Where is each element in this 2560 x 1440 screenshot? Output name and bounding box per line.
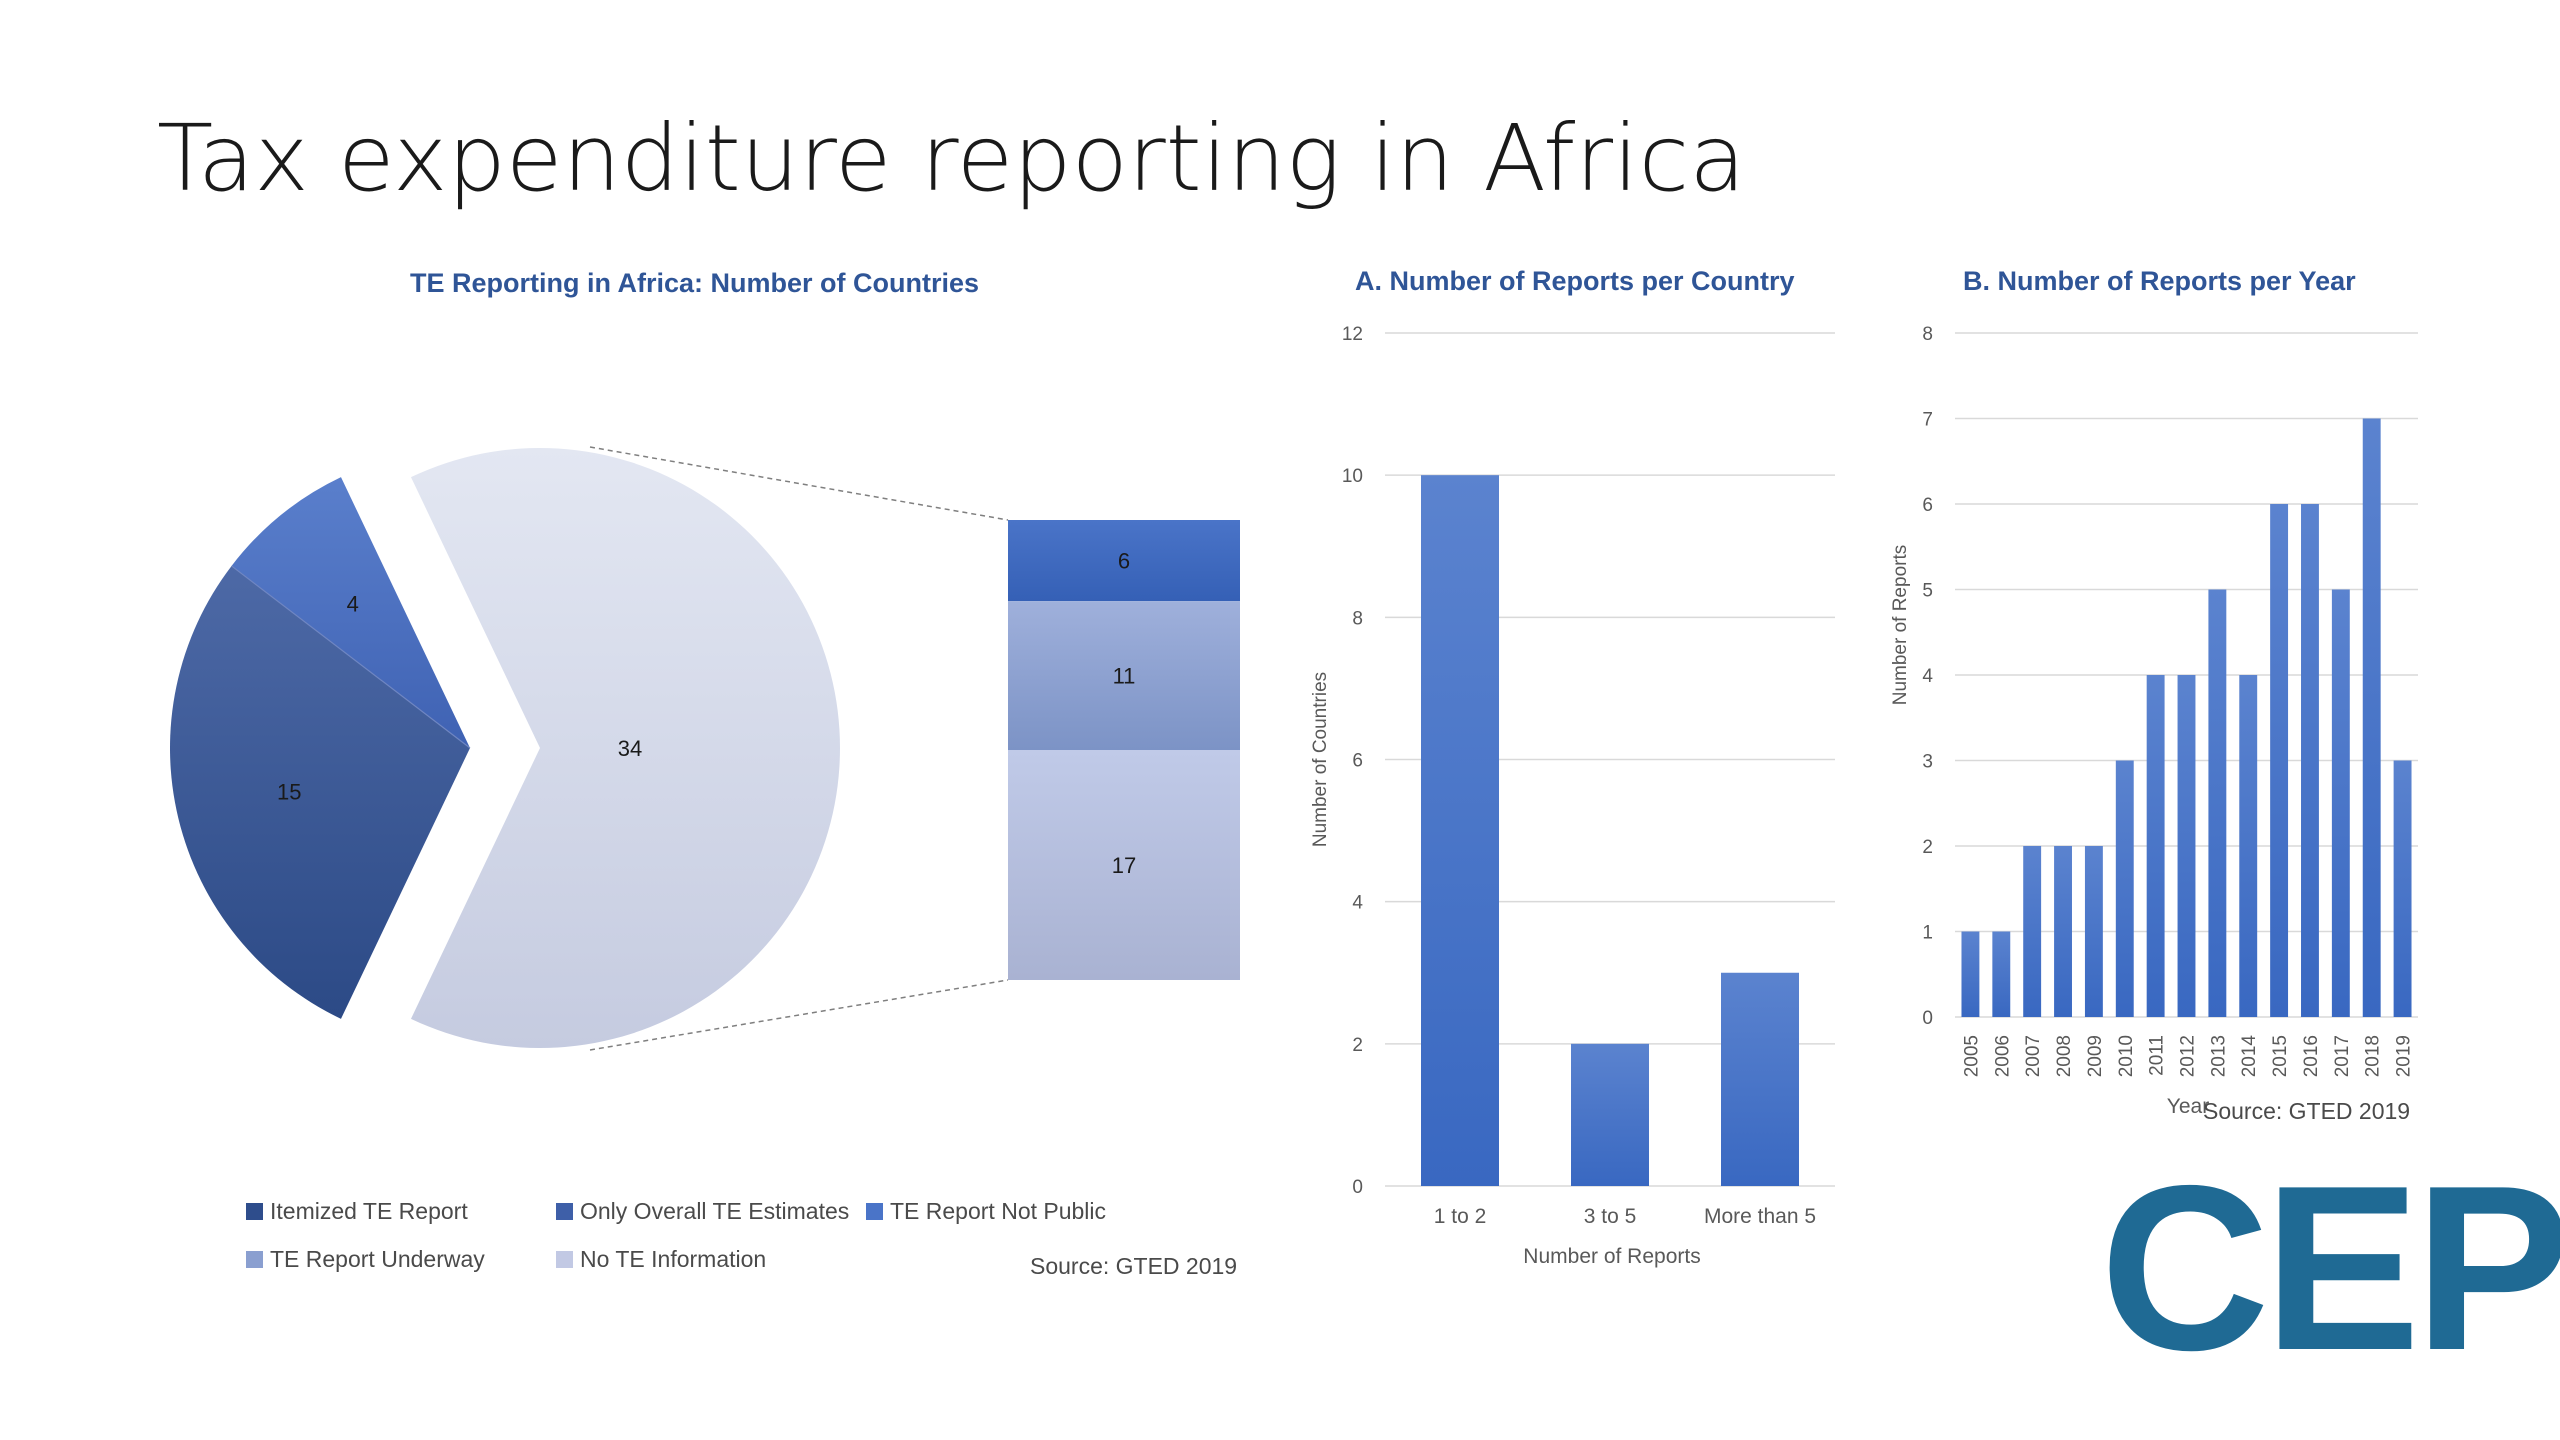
y-axis-title: Number of Countries	[1310, 672, 1331, 847]
y-tick-label: 2	[1922, 837, 1933, 858]
x-tick-label: 2009	[2085, 1035, 2106, 1077]
legend-item-itemized: Itemized TE Report	[246, 1198, 468, 1225]
legend-swatch	[556, 1251, 573, 1268]
x-tick-label: 2006	[1992, 1035, 2013, 1077]
pie-slice-value-label: 15	[277, 780, 301, 805]
x-tick-label: 2011	[2147, 1035, 2168, 1076]
legend-swatch	[556, 1203, 573, 1220]
bar-2005	[1961, 931, 1980, 1017]
bar-2013	[2208, 589, 2227, 1017]
breakdown-value-label: 17	[1112, 853, 1136, 878]
breakdown-value-label: 6	[1118, 549, 1130, 574]
x-axis-title: Number of Reports	[1523, 1245, 1700, 1268]
legend-item-underway: TE Report Underway	[246, 1246, 485, 1273]
x-tick-label: 2019	[2394, 1035, 2415, 1077]
legend-swatch	[866, 1203, 883, 1220]
bar-1-to-2	[1421, 475, 1499, 1187]
legend-label: Itemized TE Report	[270, 1198, 468, 1224]
legend-item-not-public: TE Report Not Public	[866, 1198, 1106, 1225]
legend-label: TE Report Underway	[270, 1246, 485, 1272]
x-tick-label: 2014	[2239, 1035, 2260, 1078]
x-axis-title: Year	[2167, 1095, 2209, 1118]
bar-2007	[2023, 846, 2042, 1017]
bar-2018	[2362, 418, 2381, 1017]
bar-2006	[1992, 931, 2011, 1017]
x-tick-label: 2012	[2178, 1035, 2199, 1077]
bar-2012	[2177, 675, 2196, 1017]
pie-slice-value-label: 34	[618, 736, 642, 761]
y-tick-label: 6	[1352, 751, 1363, 772]
y-tick-label: 7	[1922, 410, 1933, 431]
y-tick-label: 8	[1922, 324, 1933, 345]
bar-3-to-5	[1571, 1043, 1649, 1186]
pie-slice-itemized	[170, 565, 470, 1019]
x-tick-label: 2008	[2054, 1035, 2075, 1077]
x-tick-label: 2010	[2116, 1035, 2137, 1077]
y-tick-label: 0	[1922, 1008, 1933, 1029]
y-tick-label: 8	[1352, 608, 1363, 629]
y-tick-label: 12	[1342, 324, 1363, 345]
pie-slice-value-label: 4	[347, 592, 359, 617]
x-tick-label: 2017	[2332, 1035, 2353, 1077]
y-tick-label: 10	[1342, 466, 1363, 487]
bar-chart-b-title: B. Number of Reports per Year	[1963, 266, 2356, 296]
y-tick-label: 0	[1352, 1177, 1363, 1198]
pie-source-note: Source: GTED 2019	[1030, 1253, 1238, 1279]
legend-item-only-overall: Only Overall TE Estimates	[556, 1198, 849, 1225]
y-tick-label: 1	[1922, 923, 1933, 944]
bar-2011	[2146, 675, 2165, 1017]
x-tick-label: 2016	[2301, 1035, 2322, 1077]
bar-2019	[2393, 760, 2412, 1017]
bar-2016	[2301, 504, 2319, 1017]
bar-2017	[2331, 589, 2350, 1017]
bar-2015	[2270, 504, 2289, 1017]
bar-2008	[2054, 846, 2072, 1017]
bar-2010	[2115, 760, 2134, 1017]
pie-slice-only-overall	[231, 477, 470, 748]
bar-b-source-note: Source: GTED 2019	[2203, 1098, 2411, 1124]
x-tick-label: 2018	[2363, 1035, 2384, 1077]
cep-logo: CEP	[2100, 1136, 2560, 1399]
x-tick-label: 2005	[1961, 1035, 1982, 1077]
bar-more-than-5	[1721, 972, 1799, 1186]
breakdown-segment-no-info	[1008, 750, 1240, 980]
y-axis-title: Number of Reports	[1890, 545, 1911, 706]
legend-swatch	[246, 1203, 263, 1220]
x-tick-label: 2007	[2023, 1035, 2044, 1077]
x-tick-label: 1 to 2	[1434, 1205, 1487, 1228]
legend-swatch	[246, 1251, 263, 1268]
page-title: Tax expenditure reporting in Africa	[157, 105, 1746, 212]
y-tick-label: 5	[1922, 581, 1933, 602]
bar-2014	[2239, 675, 2258, 1017]
x-tick-label: 2015	[2270, 1035, 2291, 1077]
bar-2009	[2084, 846, 2103, 1017]
x-tick-label: 3 to 5	[1584, 1205, 1637, 1228]
connector-line-top	[589, 446, 1009, 521]
breakdown-segment-underway	[1008, 601, 1240, 750]
pie-slice-divider	[231, 565, 471, 749]
y-tick-label: 6	[1922, 495, 1933, 516]
y-tick-label: 4	[1922, 666, 1933, 687]
bar-chart-a-title: A. Number of Reports per Country	[1355, 266, 1795, 296]
y-tick-label: 2	[1352, 1035, 1363, 1056]
legend-item-no-info: No TE Information	[556, 1246, 766, 1273]
connector-line-bottom	[589, 979, 1009, 1051]
pie-chart-title: TE Reporting in Africa: Number of Countr…	[410, 268, 980, 298]
y-tick-label: 4	[1352, 893, 1363, 914]
breakdown-segment-not-public	[1008, 520, 1240, 602]
pie-slice-no-info	[410, 448, 840, 1048]
breakdown-value-label: 11	[1113, 664, 1136, 689]
x-tick-label: 2013	[2208, 1035, 2229, 1077]
legend-label: Only Overall TE Estimates	[580, 1198, 850, 1224]
x-tick-label: More than 5	[1704, 1205, 1816, 1228]
legend-label: TE Report Not Public	[890, 1198, 1107, 1224]
y-tick-label: 3	[1922, 752, 1933, 773]
legend-label: No TE Information	[580, 1246, 767, 1272]
